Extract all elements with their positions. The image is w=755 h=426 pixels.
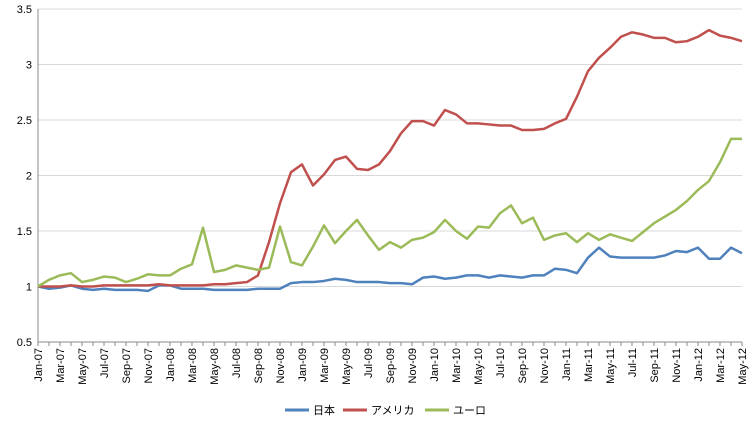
y-tick-label: 1.5 <box>17 226 32 238</box>
x-tick-label: Mar-10 <box>451 348 463 383</box>
series-line <box>38 28 743 288</box>
x-tick-label: Jul-11 <box>627 348 639 377</box>
y-tick-label: 1 <box>26 282 32 294</box>
x-tick-label: Jul-10 <box>495 348 507 378</box>
x-tick-label: Jan-11 <box>561 348 573 381</box>
x-tick-label: Sep-11 <box>649 348 661 383</box>
x-tick-label: May-08 <box>209 348 221 385</box>
x-tick-label: Sep-09 <box>385 348 397 383</box>
y-tick-label: 3.5 <box>17 4 32 16</box>
x-tick-label: Jan-09 <box>297 348 309 382</box>
x-tick-label: May-09 <box>341 348 353 385</box>
legend-label: ユーロ <box>453 405 486 417</box>
x-tick-label: Mar-12 <box>715 348 727 383</box>
x-tick-label: Jul-08 <box>231 348 243 378</box>
x-tick-label: Nov-07 <box>143 348 155 383</box>
y-tick-label: 0.5 <box>17 337 32 349</box>
x-tick-label: May-12 <box>737 348 749 385</box>
x-tick-label: Mar-08 <box>187 348 199 383</box>
x-tick-label: Jan-10 <box>429 348 441 382</box>
x-tick-label: Sep-08 <box>253 348 265 383</box>
legend-label: 日本 <box>313 403 335 417</box>
x-tick-label: Mar-11 <box>583 348 595 382</box>
legend-label: アメリカ <box>371 404 414 417</box>
x-tick-label: Jul-09 <box>363 348 375 378</box>
x-tick-label: Mar-09 <box>319 348 331 383</box>
x-tick-label: Jan-07 <box>33 348 45 382</box>
x-tick-label: Mar-07 <box>55 348 67 383</box>
series-line <box>37 246 743 293</box>
x-tick-label: May-11 <box>605 348 617 384</box>
x-tick-label: Nov-11 <box>671 348 683 383</box>
x-tick-label: Jul-07 <box>99 348 111 378</box>
y-tick-label: 2.5 <box>17 115 32 127</box>
y-tick-label: 2 <box>26 171 32 183</box>
y-tick-label: 3 <box>26 60 32 72</box>
x-tick-label: May-10 <box>473 348 485 385</box>
x-tick-label: Jan-08 <box>165 348 177 382</box>
series-line <box>37 137 742 288</box>
x-tick-label: May-07 <box>77 348 89 385</box>
x-tick-label: Nov-10 <box>539 348 551 383</box>
x-tick-label: Nov-08 <box>275 348 287 383</box>
x-tick-label: Sep-07 <box>121 348 133 383</box>
x-tick-label: Nov-09 <box>407 348 419 383</box>
x-tick-label: Jan-12 <box>693 348 705 382</box>
x-tick-label: Sep-10 <box>517 348 529 383</box>
